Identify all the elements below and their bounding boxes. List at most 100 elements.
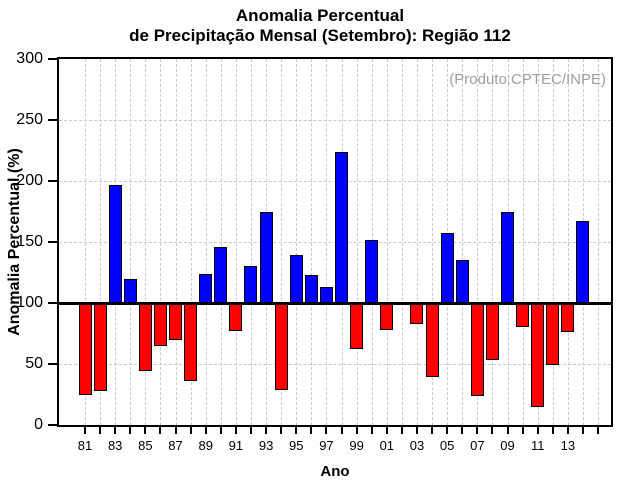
x-tick (129, 427, 132, 434)
bar-97 (320, 287, 333, 303)
bar-89 (199, 273, 212, 303)
v-gridline (522, 59, 524, 425)
y-tick (48, 119, 57, 121)
x-tick (385, 427, 388, 434)
y-tick-label: 200 (16, 172, 43, 189)
v-gridline (477, 59, 479, 425)
x-tick (114, 427, 117, 434)
x-tick-label: 83 (107, 438, 123, 453)
bar-03 (410, 303, 423, 324)
v-gridline (250, 59, 252, 425)
x-tick (234, 427, 237, 434)
y-tick (48, 180, 57, 182)
bar-81 (79, 303, 92, 395)
x-tick (340, 427, 343, 434)
bar-10 (516, 303, 529, 328)
bar-05 (441, 233, 454, 303)
x-tick-label: 95 (289, 438, 304, 453)
x-tick (280, 427, 283, 434)
v-gridline (492, 59, 494, 425)
v-gridline (552, 59, 554, 425)
bar-92 (244, 266, 257, 303)
bar-94 (275, 303, 288, 390)
v-gridline (190, 59, 192, 425)
x-tick-label: 87 (168, 438, 183, 453)
y-tick-label: 150 (16, 233, 43, 250)
x-tick (189, 427, 192, 434)
x-tick-label: 09 (500, 438, 515, 453)
x-tick (265, 427, 268, 434)
bar-08 (486, 303, 499, 361)
bar-91 (229, 303, 242, 332)
y-tick (48, 58, 57, 60)
bar-88 (184, 303, 197, 382)
x-tick (144, 427, 147, 434)
bar-93 (260, 211, 273, 303)
chart-title-block: Anomalia Percentual de Precipitação Mens… (0, 6, 640, 46)
v-gridline (462, 59, 464, 425)
bar-83 (109, 184, 122, 303)
x-tick (415, 427, 418, 434)
x-tick (491, 427, 494, 434)
h-gridline-50 (59, 364, 611, 365)
y-tick-label: 250 (16, 111, 43, 128)
bar-84 (124, 278, 137, 303)
x-tick (355, 427, 358, 434)
v-gridline (220, 59, 222, 425)
bar-95 (290, 255, 303, 303)
x-tick (204, 427, 207, 434)
x-tick (521, 427, 524, 434)
y-tick (48, 302, 57, 304)
x-tick (159, 427, 162, 434)
x-tick-label: 91 (228, 438, 244, 453)
bar-98 (335, 151, 348, 303)
x-tick (566, 427, 569, 434)
x-tick (476, 427, 479, 434)
chart-subtitle: de Precipitação Mensal (Setembro): Regiã… (129, 26, 511, 45)
x-tick (174, 427, 177, 434)
bar-07 (471, 303, 484, 396)
x-tick (506, 427, 509, 434)
x-tick (461, 427, 464, 434)
v-gridline (281, 59, 283, 425)
x-tick-label: 01 (379, 438, 395, 453)
bar-04 (426, 303, 439, 378)
bar-14 (576, 221, 589, 303)
x-tick-label: 05 (439, 438, 455, 453)
x-tick (551, 427, 554, 434)
x-tick (536, 427, 539, 434)
x-tick-label: 11 (530, 438, 545, 453)
v-gridline (160, 59, 162, 425)
v-gridline (296, 59, 298, 425)
x-tick (249, 427, 252, 434)
v-gridline (85, 59, 86, 425)
bar-85 (139, 303, 152, 372)
v-gridline (537, 59, 539, 425)
x-tick (84, 427, 86, 434)
v-gridline (567, 59, 569, 425)
y-tick-label: 300 (16, 50, 43, 67)
x-tick (310, 427, 313, 434)
bar-09 (501, 211, 514, 303)
x-tick-label: 93 (258, 438, 274, 453)
x-tick (325, 427, 328, 434)
bar-87 (169, 303, 182, 340)
bar-82 (94, 303, 107, 391)
v-gridline (205, 59, 207, 425)
x-tick-label: 99 (349, 438, 364, 453)
y-tick (48, 241, 57, 243)
bar-13 (561, 303, 574, 333)
x-tick (597, 427, 600, 434)
x-tick (99, 427, 102, 434)
bar-11 (531, 303, 544, 407)
y-tick-label: 50 (25, 355, 43, 372)
v-gridline (311, 59, 313, 425)
x-tick-label: 07 (470, 438, 485, 453)
y-tick (48, 424, 57, 426)
v-gridline (386, 59, 388, 425)
x-tick (400, 427, 403, 434)
x-tick-label: 97 (319, 438, 334, 453)
bar-12 (546, 303, 559, 366)
bar-99 (350, 303, 363, 350)
x-tick (446, 427, 449, 434)
